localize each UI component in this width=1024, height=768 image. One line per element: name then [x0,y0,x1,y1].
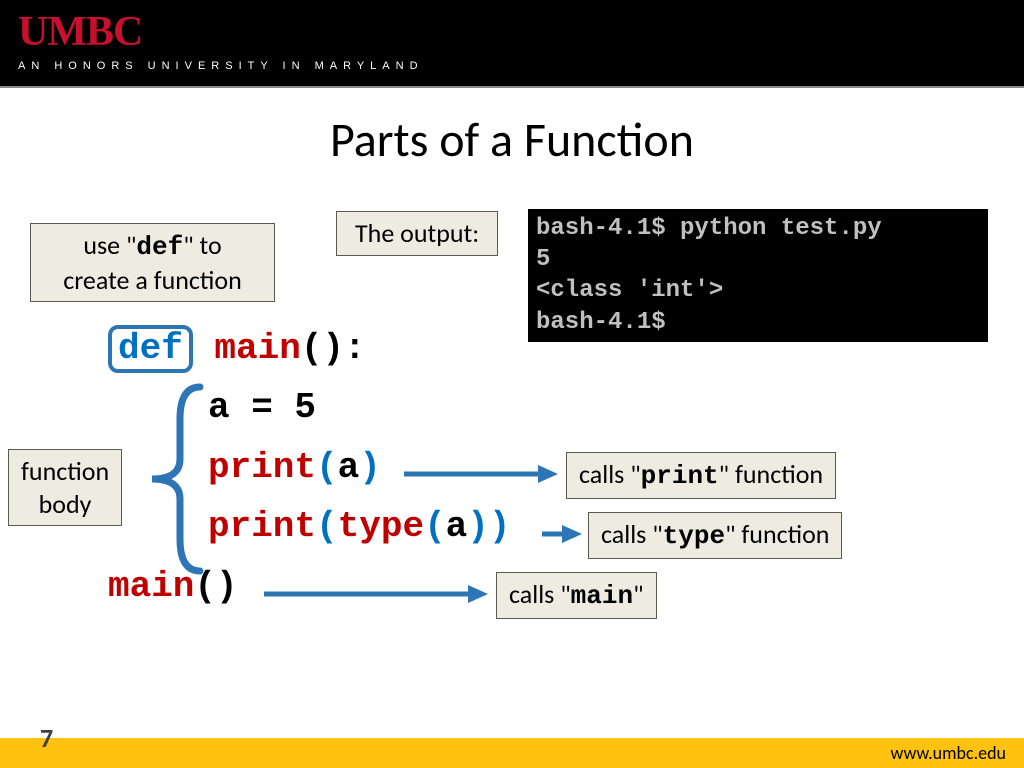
parens: (): [301,328,366,369]
type-call: type [338,506,424,547]
terminal-line: bash-4.1$ python test.py [536,215,882,242]
label-text: function [21,455,109,487]
paren: ( [316,506,338,547]
label-text: " to [183,229,221,261]
code-line-print-type: print(type(a)) [108,497,511,556]
label-text: " [633,578,643,610]
label-text: calls " [509,578,571,610]
type-call-label: calls "type" function [588,512,842,559]
terminal-line: 5 [536,246,550,273]
paren: ( [316,447,338,488]
label-text: The output: [355,217,479,249]
var: a [338,447,360,488]
arrow-icon [260,581,490,607]
def-keyword-boxed: def [108,325,193,373]
slide-title: Parts of a Function [0,110,1024,169]
main-call-label: calls "main" [496,572,657,619]
print-keyword: print [641,461,719,491]
label-text: " function [719,458,823,490]
arrow-icon [540,521,582,547]
print-call: print [208,447,316,488]
label-text: create a function [63,264,242,296]
paren: ) [489,506,511,547]
main-call: main [108,566,194,607]
code-line-assign: a = 5 [108,378,511,437]
slide-header: UMBC AN HONORS UNIVERSITY IN MARYLAND [0,0,1024,88]
paren: ) [467,506,489,547]
def-label-box: use "def" to create a function [30,223,275,302]
type-keyword: type [663,521,725,551]
label-text: body [39,488,92,520]
label-text: use " [83,229,136,261]
paren: ( [424,506,446,547]
terminal-line: <class 'int'> [536,277,723,304]
def-keyword-label: def [136,232,183,262]
terminal-output: bash-4.1$ python test.py 5 <class 'int'>… [528,209,988,342]
arrow-icon [400,461,560,487]
umbc-logo: UMBC [18,8,142,56]
main-keyword: main [571,581,633,611]
function-name: main [214,328,300,369]
page-number: 7 [40,722,53,754]
tagline-text: AN HONORS UNIVERSITY IN MARYLAND [18,60,424,72]
function-body-label: function body [8,449,122,526]
output-label-box: The output: [336,211,498,256]
paren: ) [359,447,381,488]
slide-footer: www.umbc.edu [0,738,1024,768]
label-text: calls " [579,458,641,490]
assignment: a = 5 [208,387,316,428]
parens: () [194,566,237,607]
print-call-label: calls "print" function [566,452,836,499]
terminal-line: bash-4.1$ [536,309,666,336]
var: a [446,506,468,547]
slide-content: use "def" to create a function The outpu… [0,169,1024,729]
label-text: calls " [601,518,663,550]
label-text: " function [725,518,829,550]
footer-url: www.umbc.edu [891,742,1006,764]
code-line-def: def main(): [108,319,511,378]
print-call: print [208,506,316,547]
